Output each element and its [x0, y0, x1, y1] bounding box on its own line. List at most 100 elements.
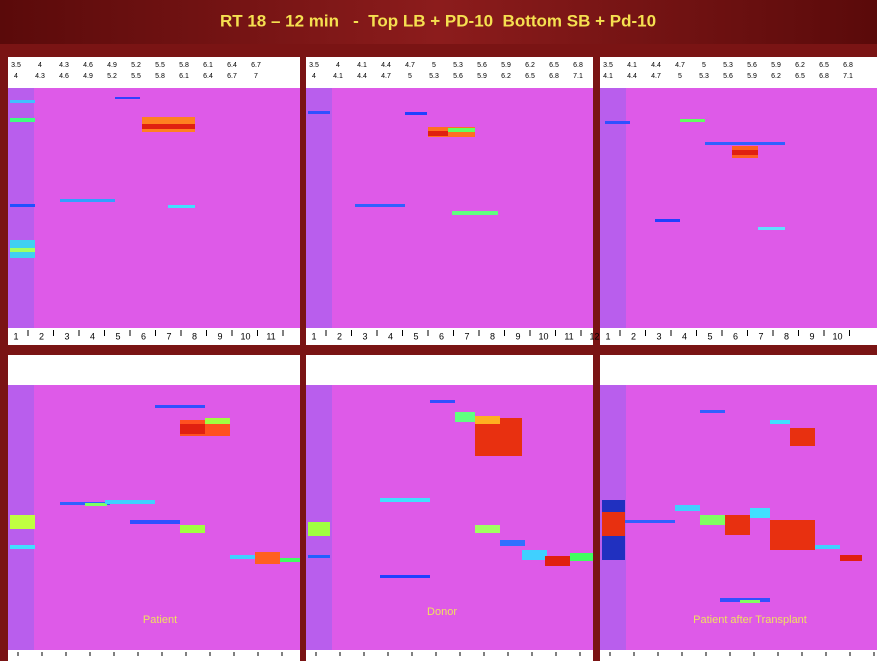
band — [500, 540, 525, 546]
ph-label: 5.3 — [429, 73, 439, 80]
ph-label: 4 — [14, 73, 18, 80]
band — [60, 199, 115, 202]
ph-label: 5.9 — [747, 73, 757, 80]
lane-number: 2 — [337, 331, 342, 341]
lane-number: 5 — [115, 331, 120, 341]
band — [840, 555, 862, 561]
band — [815, 545, 840, 549]
lane-number: 4 — [388, 331, 393, 341]
band — [602, 512, 625, 536]
tick-strip — [600, 650, 877, 661]
ph-label: 5.3 — [723, 62, 733, 69]
band — [625, 520, 675, 523]
band — [732, 150, 758, 155]
ph-label: 3.5 — [309, 62, 319, 69]
panel-label: Donor — [427, 606, 457, 618]
band — [705, 142, 785, 145]
ph-label: 5.9 — [477, 73, 487, 80]
lane-strip — [8, 328, 300, 345]
band — [455, 412, 475, 422]
ph-label: 6.5 — [525, 73, 535, 80]
ph-label: 5.6 — [453, 73, 463, 80]
lane-number: 1 — [605, 331, 610, 341]
ph-label: 6.2 — [771, 73, 781, 80]
figure: RT 18 – 12 min - Top LB + PD-10 Bottom S… — [0, 0, 877, 661]
lane-number: 12 — [589, 331, 599, 341]
band — [475, 525, 500, 533]
lane-number: 10 — [240, 331, 250, 341]
ph-label: 6.7 — [227, 73, 237, 80]
lane-number: 7 — [166, 331, 171, 341]
ph-label: 7.1 — [843, 73, 853, 80]
ph-label: 5.8 — [155, 73, 165, 80]
ph-label: 4.1 — [357, 62, 367, 69]
panel-label: Patient — [143, 614, 177, 626]
band — [10, 118, 35, 122]
band — [700, 410, 725, 413]
gel — [306, 88, 593, 328]
band — [85, 503, 107, 506]
band — [448, 128, 475, 132]
band — [770, 520, 815, 550]
ph-label: 4.9 — [107, 62, 117, 69]
band — [155, 405, 205, 408]
band — [10, 515, 35, 529]
ph-label: 5.8 — [179, 62, 189, 69]
band — [308, 555, 330, 558]
lane-number: 8 — [490, 331, 495, 341]
ph-label: 4.9 — [83, 73, 93, 80]
ph-label: 5.6 — [723, 73, 733, 80]
lane-number: 3 — [656, 331, 661, 341]
ph-label: 4.4 — [357, 73, 367, 80]
lane-number: 6 — [141, 331, 146, 341]
ph-label: 6.2 — [795, 62, 805, 69]
ph-label: 6.8 — [573, 62, 583, 69]
ph-label: 5.3 — [453, 62, 463, 69]
band — [10, 545, 35, 549]
band — [380, 575, 430, 578]
lane-number: 11 — [266, 331, 275, 341]
ph-label: 6.7 — [251, 62, 261, 69]
band — [255, 552, 280, 564]
band — [10, 204, 35, 207]
band — [522, 550, 547, 560]
band — [230, 555, 255, 559]
ph-label: 4.7 — [381, 73, 391, 80]
band — [180, 424, 205, 434]
lane-strip — [306, 328, 593, 345]
band — [725, 515, 750, 535]
band — [168, 205, 195, 208]
gel — [8, 385, 300, 650]
band — [452, 211, 498, 215]
band — [770, 420, 790, 424]
lane-number: 10 — [538, 331, 548, 341]
tick-strip — [306, 650, 593, 661]
band — [308, 522, 330, 536]
ph-label: 4.4 — [381, 62, 391, 69]
band — [115, 97, 140, 99]
band — [790, 428, 815, 446]
ph-label: 4.6 — [83, 62, 93, 69]
header-strip — [600, 355, 877, 385]
ph-label: 6.8 — [549, 73, 559, 80]
ph-label: 5 — [678, 73, 682, 80]
band — [105, 500, 155, 504]
band — [680, 119, 705, 122]
ph-label: 5 — [702, 62, 706, 69]
ph-label: 4.3 — [35, 73, 45, 80]
band — [10, 100, 35, 103]
lane-number: 6 — [439, 331, 444, 341]
band — [545, 556, 570, 566]
band — [428, 131, 448, 136]
lane-number: 4 — [90, 331, 95, 341]
ph-label: 4.7 — [651, 73, 661, 80]
band — [430, 400, 455, 403]
ph-label: 5.5 — [155, 62, 165, 69]
band — [355, 204, 405, 207]
band — [750, 508, 770, 518]
ph-label: 6.1 — [179, 73, 189, 80]
ph-label: 6.5 — [549, 62, 559, 69]
lane-number: 7 — [464, 331, 469, 341]
streak — [306, 385, 332, 650]
ph-label: 6.5 — [819, 62, 829, 69]
